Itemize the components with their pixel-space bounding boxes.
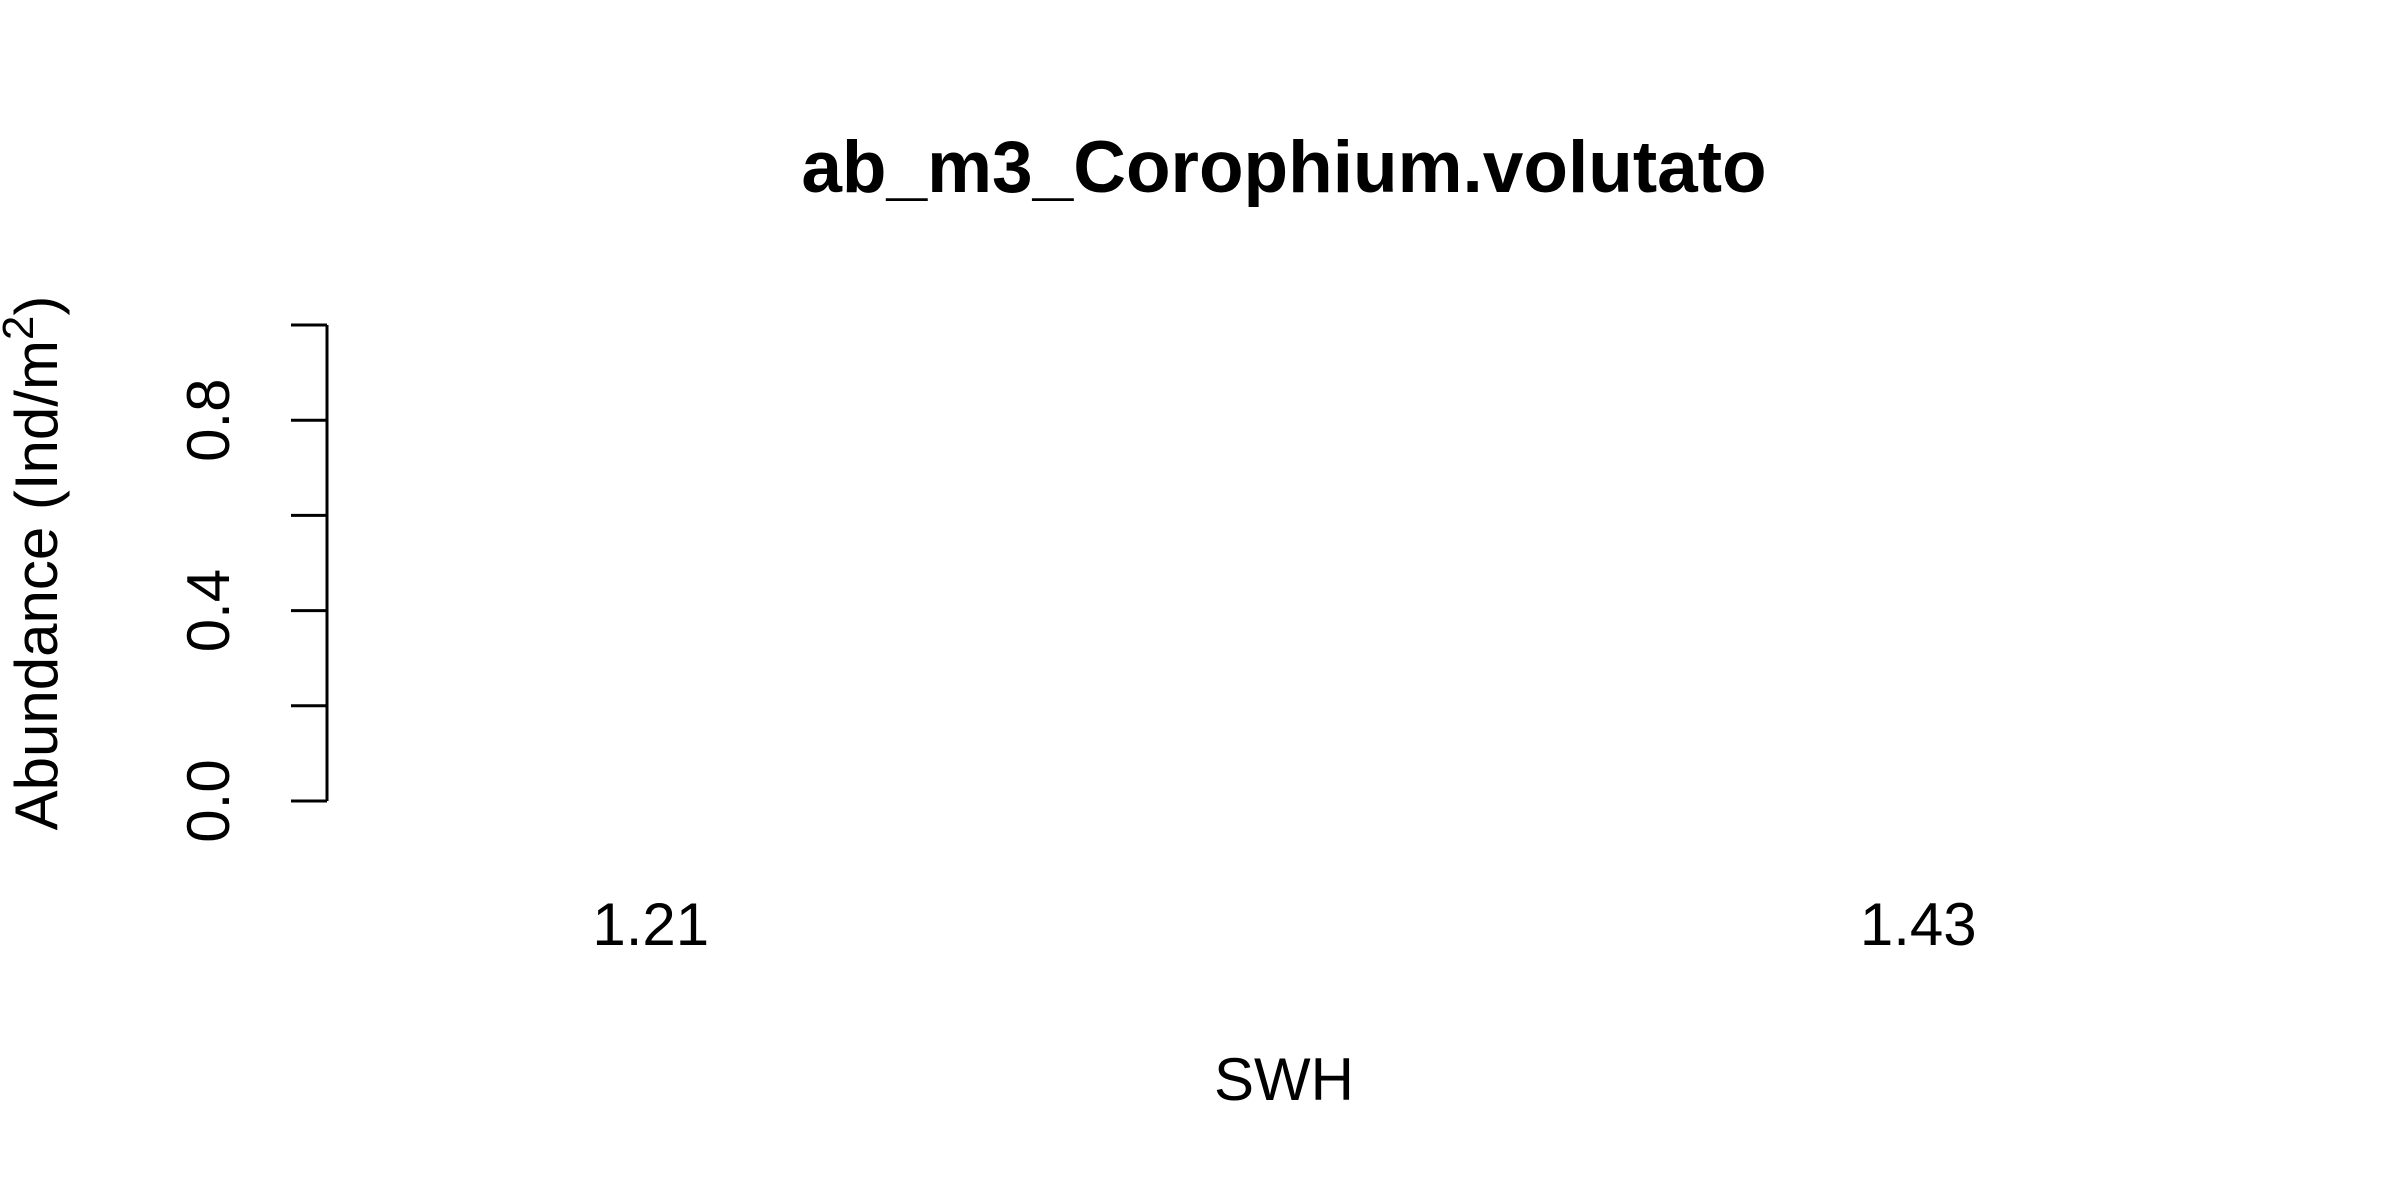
y-axis-label-main: Abundance (Ind/m xyxy=(3,340,70,830)
x-tick-label: 1.21 xyxy=(592,891,709,958)
y-tick-label: 0.8 xyxy=(175,378,242,461)
x-tick-label: 1.43 xyxy=(1860,891,1977,958)
x-tick-labels: 1.21 1.43 xyxy=(592,891,1976,958)
y-axis-label-superscript: 2 xyxy=(0,316,43,340)
chart-title: ab_m3_Corophium.volutato xyxy=(801,127,1766,208)
y-tick-label: 0.0 xyxy=(175,759,242,842)
x-axis-label: SWH xyxy=(1214,1046,1354,1113)
y-ticks: 0.0 0.4 0.8 xyxy=(175,323,327,843)
y-tick-label: 0.4 xyxy=(175,569,242,652)
y-axis: 0.0 0.4 0.8 xyxy=(175,323,329,843)
y-axis-label-close: ) xyxy=(3,296,70,316)
y-axis-label: Abundance (Ind/m2) xyxy=(0,296,70,831)
